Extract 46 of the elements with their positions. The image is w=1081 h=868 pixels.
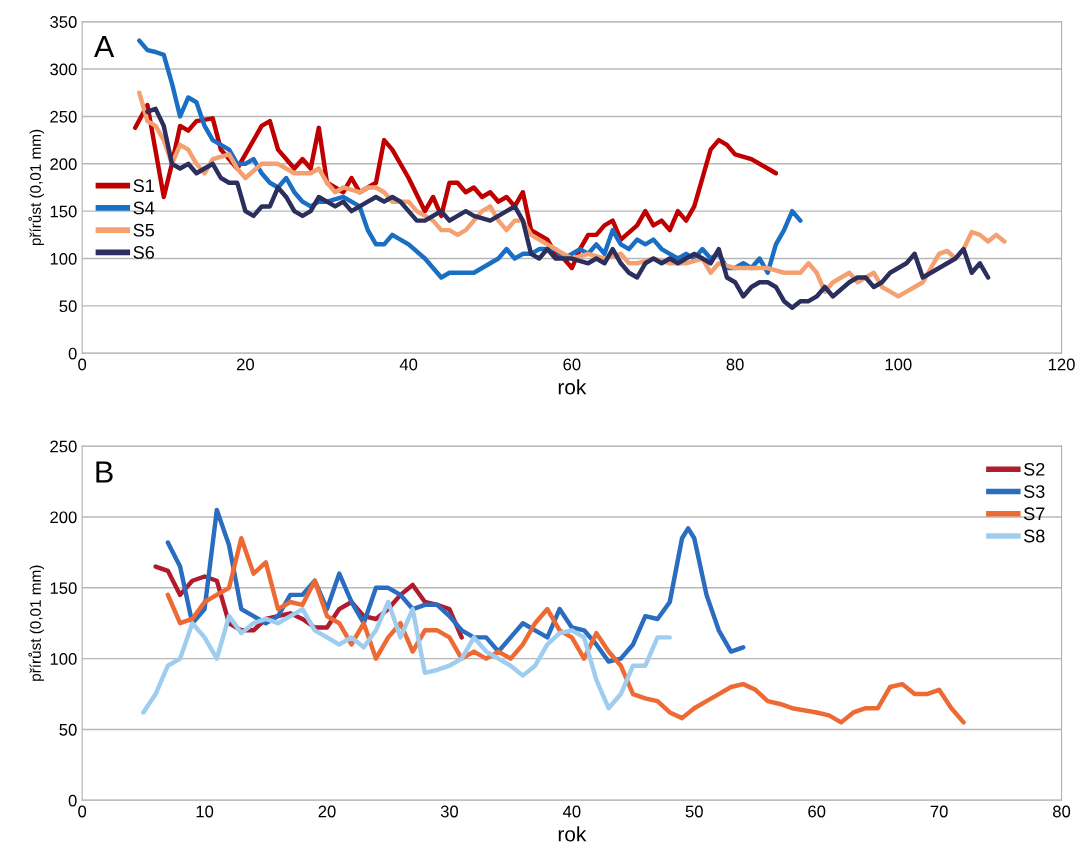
- y-tick-label: 50: [59, 300, 77, 313]
- legend-label: S8: [1024, 529, 1045, 543]
- legend-label: S2: [1024, 462, 1045, 476]
- x-tick-label: 20: [318, 805, 336, 818]
- legend-label: S5: [133, 223, 155, 237]
- x-tick-label: 20: [236, 358, 255, 371]
- x-tick-label: 120: [1048, 358, 1075, 371]
- x-tick-label: 60: [563, 358, 581, 371]
- x-tick-label: 80: [1053, 805, 1071, 818]
- x-tick-label: 40: [399, 358, 418, 371]
- y-tick-label: 150: [50, 205, 77, 218]
- y-tick-label: 350: [50, 16, 77, 28]
- y-tick-label: 0: [68, 794, 77, 807]
- y-tick-label: 250: [50, 110, 77, 123]
- x-axis-title: rok: [558, 826, 587, 842]
- y-tick-label: 250: [50, 440, 77, 453]
- chart-title: B: [96, 461, 113, 483]
- y-tick-label: 100: [50, 252, 77, 265]
- line-series: [141, 599, 673, 715]
- y-axis-title: přírůst (0,01 mm): [28, 129, 44, 246]
- x-tick-label: 70: [930, 805, 948, 818]
- chart-title: A: [93, 36, 115, 58]
- x-tick-label: 10: [196, 805, 214, 818]
- legend-label: S3: [1024, 485, 1045, 498]
- x-tick-label: 80: [726, 358, 744, 371]
- y-tick-label: 0: [68, 347, 77, 360]
- y-tick-label: 100: [50, 653, 77, 665]
- y-tick-label: 50: [59, 723, 77, 736]
- x-tick-label: 40: [562, 805, 581, 818]
- legend-label: S1: [133, 179, 154, 193]
- x-tick-label: 100: [885, 358, 912, 371]
- x-tick-label: 60: [808, 805, 826, 818]
- x-tick-label: 30: [440, 805, 459, 818]
- y-axis-title: přírůst (0,01 mm): [28, 565, 44, 681]
- x-tick-label: 50: [685, 805, 703, 818]
- legend-label: S7: [1024, 507, 1045, 521]
- y-tick-label: 300: [50, 63, 77, 76]
- line-series: [165, 536, 966, 725]
- x-tick-label: 0: [78, 358, 87, 371]
- y-tick-label: 200: [50, 158, 77, 171]
- legend-label: S4: [133, 201, 155, 215]
- x-tick-label: 0: [78, 805, 87, 818]
- x-axis-title: rok: [558, 379, 587, 395]
- y-tick-label: 150: [50, 582, 77, 595]
- y-tick-label: 200: [50, 511, 77, 524]
- legend-label: S6: [133, 246, 154, 259]
